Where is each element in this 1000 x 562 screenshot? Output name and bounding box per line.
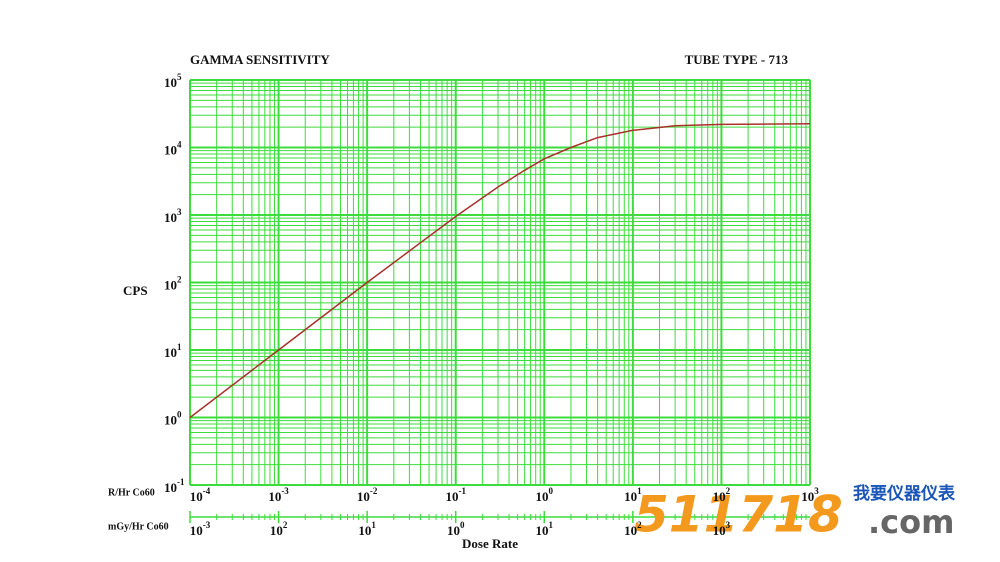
tick-base: 10 <box>536 523 549 538</box>
x2-tick-label: 103 <box>713 520 731 538</box>
tick-exponent: 4 <box>177 140 182 150</box>
tick-base: 10 <box>624 523 637 538</box>
tick-exponent: 1 <box>371 520 376 530</box>
tick-base: 10 <box>190 523 203 538</box>
tick-exponent: 0 <box>177 410 182 420</box>
tick-base: 10 <box>164 210 177 225</box>
tick-exponent: 3 <box>177 207 182 217</box>
x-tick-label: 10-3 <box>268 486 289 504</box>
tick-base: 10 <box>164 142 177 157</box>
tick-exponent: -1 <box>177 477 185 487</box>
tick-exponent: 3 <box>814 486 819 496</box>
tick-base: 10 <box>536 489 549 504</box>
tick-exponent: -2 <box>370 486 378 496</box>
plot-area <box>189 79 811 523</box>
tick-base: 10 <box>190 489 203 504</box>
tick-exponent: -1 <box>458 486 466 496</box>
tick-exponent: 0 <box>460 520 465 530</box>
tick-base: 10 <box>713 489 726 504</box>
x-tick-label: 100 <box>536 486 554 504</box>
x2-tick-label: 101 <box>536 520 554 538</box>
tick-exponent: -3 <box>203 520 211 530</box>
x-tick-label: 102 <box>713 486 731 504</box>
x-tick-label: 10-4 <box>190 486 211 504</box>
x-tick-label: 101 <box>624 486 642 504</box>
tick-exponent: 2 <box>726 486 731 496</box>
tick-base: 10 <box>164 75 177 90</box>
y-tick-label: 104 <box>164 140 182 158</box>
tick-exponent: 0 <box>549 486 554 496</box>
tick-base: 10 <box>164 345 177 360</box>
x-unit-label: R/Hr Co60 <box>108 487 155 498</box>
x2-unit-label: mGy/Hr Co60 <box>108 521 169 532</box>
tick-base: 10 <box>164 480 177 495</box>
watermark-tagline: 我要仪器仪表 <box>853 483 956 504</box>
y-tick-label: 102 <box>164 275 182 293</box>
chart-subtitle: TUBE TYPE - 713 <box>685 52 789 67</box>
tick-base: 10 <box>357 489 370 504</box>
y-axis-label: CPS <box>123 283 148 298</box>
x-tick-label: 10-2 <box>357 486 378 504</box>
tick-base: 10 <box>268 489 281 504</box>
x2-tick-label: 10-3 <box>190 520 211 538</box>
tick-base: 10 <box>447 523 460 538</box>
y-tick-label: 103 <box>164 207 182 225</box>
x2-tick-label: 101 <box>358 520 376 538</box>
x-tick-label: 103 <box>801 486 819 504</box>
x-axis-label: Dose Rate <box>462 536 518 551</box>
chart-title: GAMMA SENSITIVITY <box>190 52 330 67</box>
x2-tick-label: 100 <box>447 520 465 538</box>
tick-base: 10 <box>164 412 177 427</box>
tick-exponent: 2 <box>177 275 182 285</box>
tick-exponent: -3 <box>281 486 289 496</box>
tick-base: 10 <box>358 523 371 538</box>
watermark-domain: .com <box>868 503 954 541</box>
tick-exponent: 5 <box>177 72 182 82</box>
tick-base: 10 <box>713 523 726 538</box>
tick-exponent: -4 <box>203 486 211 496</box>
tick-exponent: 2 <box>283 520 288 530</box>
y-tick-label: 100 <box>164 410 182 428</box>
y-tick-label: 101 <box>164 342 182 360</box>
tick-base: 10 <box>624 489 637 504</box>
y-tick-label: 10-1 <box>164 477 185 495</box>
tick-exponent: 1 <box>177 342 182 352</box>
x2-tick-label: 102 <box>270 520 288 538</box>
tick-base: 10 <box>270 523 283 538</box>
tick-base: 10 <box>801 489 814 504</box>
tick-base: 10 <box>445 489 458 504</box>
x2-tick-label: 102 <box>624 520 642 538</box>
data-line <box>189 122 811 419</box>
x-tick-label: 10-1 <box>445 486 466 504</box>
y-tick-label: 105 <box>164 72 182 90</box>
tick-exponent: 3 <box>726 520 731 530</box>
tick-base: 10 <box>164 277 177 292</box>
tick-exponent: 2 <box>637 520 642 530</box>
watermark-number: 511718 <box>634 486 843 544</box>
tick-exponent: 1 <box>637 486 642 496</box>
tick-exponent: 1 <box>549 520 554 530</box>
